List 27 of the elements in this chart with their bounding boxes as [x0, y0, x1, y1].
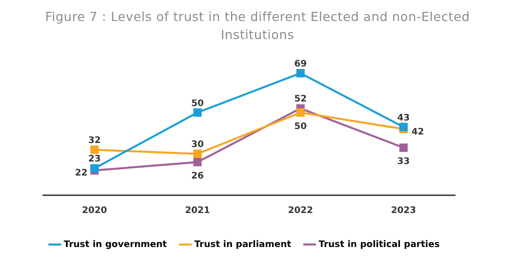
data-label: 43	[397, 113, 410, 124]
data-label: 26	[191, 171, 204, 182]
point	[296, 69, 305, 78]
point	[90, 146, 99, 154]
x-tick-label: 2020	[82, 206, 108, 216]
point	[193, 150, 202, 158]
data-label: 30	[191, 140, 204, 150]
data-label: 52	[294, 94, 307, 105]
x-tick-label: 2023	[390, 206, 416, 216]
data-label: 22	[74, 168, 88, 179]
data-label: 42	[412, 127, 424, 138]
chart-title: Figure 7 : Levels of trust in the different Elected and non-Elected Institutions	[44, 8, 471, 44]
legend-label: Trust in parliament	[194, 240, 292, 250]
x-tick-label: 2021	[184, 206, 210, 216]
legend-label: Trust in government	[64, 240, 168, 250]
data-label: 50	[191, 98, 204, 109]
data-label: 69	[294, 60, 307, 70]
point	[193, 158, 202, 166]
point	[296, 108, 305, 117]
point	[399, 143, 408, 152]
point	[193, 108, 202, 117]
data-label: 50	[294, 122, 307, 132]
data-label: 23	[88, 154, 101, 165]
data-label: 32	[88, 136, 101, 146]
x-tick-label: 2022	[288, 206, 314, 216]
legend-label: Trust in political parties	[318, 240, 440, 250]
data-label: 33	[397, 157, 410, 167]
